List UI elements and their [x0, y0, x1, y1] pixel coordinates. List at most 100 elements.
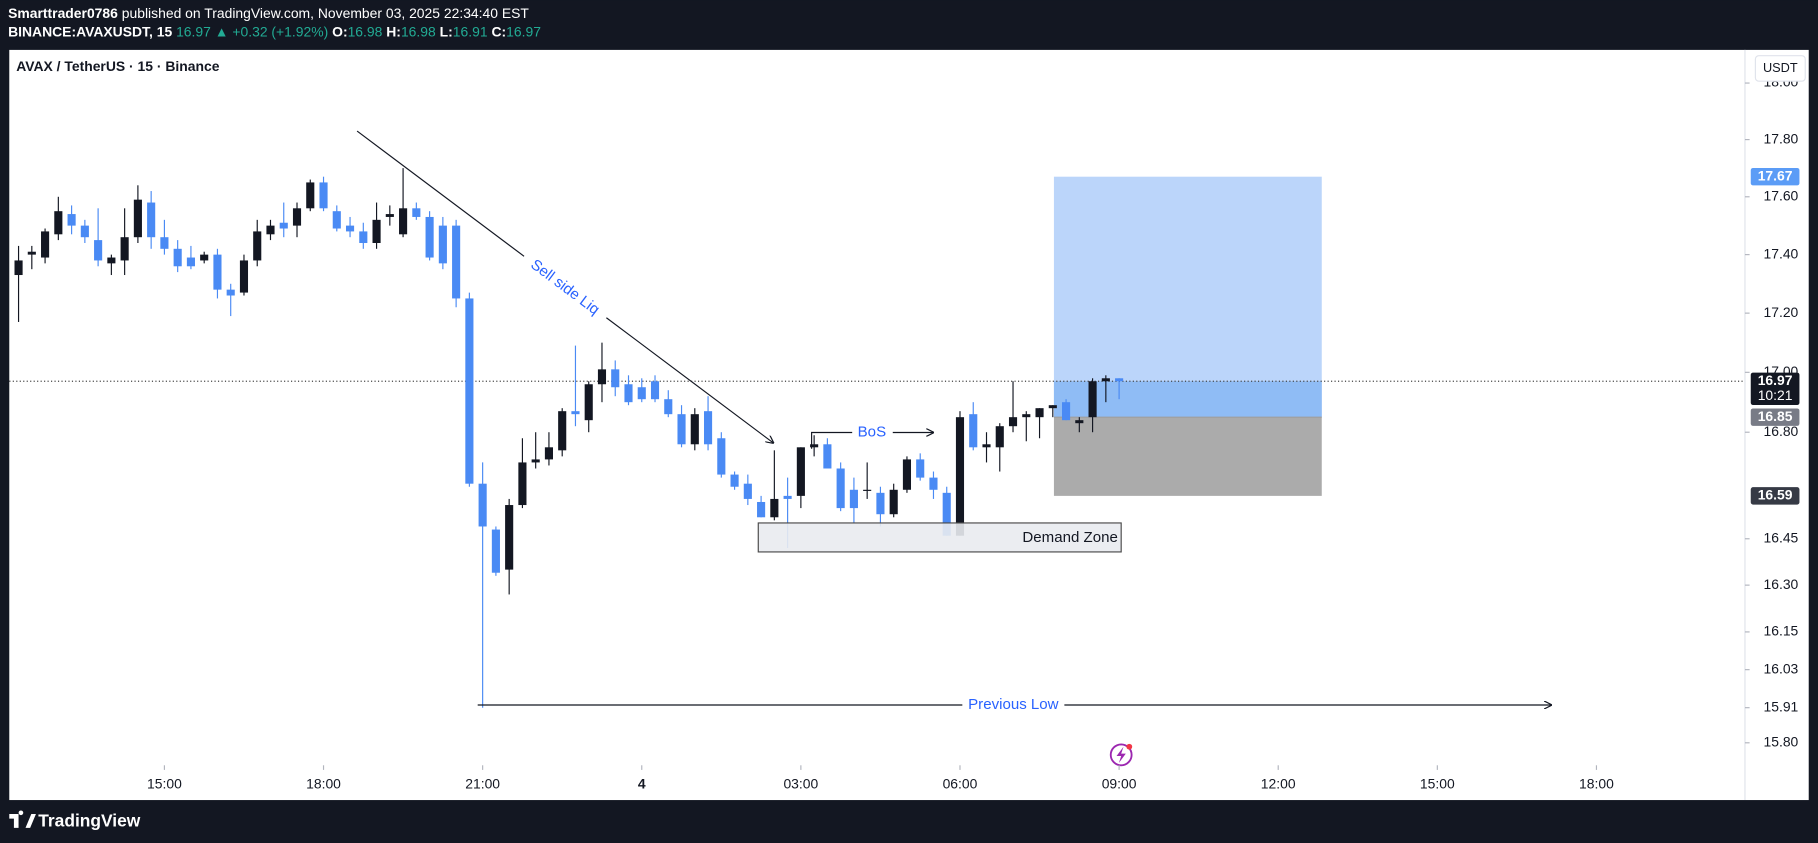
y-tick-label: 16.03 — [1763, 660, 1798, 676]
candle-body — [1062, 402, 1071, 421]
brand-logo — [9, 810, 36, 828]
candle-body — [385, 214, 394, 217]
y-tick-label: 16.80 — [1763, 423, 1798, 439]
candle-body — [147, 202, 156, 238]
event-icon[interactable] — [1109, 743, 1133, 767]
candle-body — [27, 251, 36, 255]
candle-body — [491, 529, 500, 573]
candle-body — [239, 260, 249, 293]
entry-tag: 16.85 — [1758, 408, 1793, 424]
chart-panel — [9, 49, 1809, 801]
candle-body — [1048, 405, 1057, 409]
candle-body — [650, 381, 660, 400]
y-tick-label: 16.15 — [1763, 623, 1798, 639]
candle-body — [14, 260, 23, 276]
open-profit-zone — [1053, 381, 1322, 418]
candle-body — [160, 237, 169, 249]
footer: TradingView — [9, 810, 141, 831]
x-tick-label: 4 — [638, 776, 646, 792]
candle-body — [94, 240, 103, 261]
candle-body — [359, 231, 368, 244]
plot — [9, 168, 1745, 708]
candle-body — [969, 414, 978, 448]
candle-body — [1035, 408, 1044, 418]
candle-body — [929, 477, 938, 490]
candle-body — [942, 492, 951, 536]
candle-body — [703, 411, 713, 445]
header-line-2: BINANCE:AVAXUSDT, 15 16.97 ▲ +0.32 (+1.9… — [8, 23, 541, 39]
candle-body — [412, 208, 421, 217]
candle-body — [478, 483, 487, 527]
candle-body — [438, 225, 447, 264]
x-tick-label: 15:00 — [1420, 776, 1455, 792]
candle-body — [41, 231, 50, 258]
candle-body — [889, 489, 898, 515]
stop-tag-bg — [1750, 487, 1800, 505]
candle-body — [332, 211, 341, 229]
entry-tag-bg — [1750, 408, 1800, 426]
x-tick-label: 03:00 — [783, 776, 818, 792]
trend-line — [606, 317, 773, 443]
y-tick-label: 15.91 — [1763, 698, 1798, 714]
stop-tag: 16.59 — [1758, 487, 1793, 503]
candle-body — [810, 444, 819, 448]
stop-zone — [1053, 417, 1322, 496]
candle-body — [783, 495, 792, 499]
candle-body — [306, 182, 315, 209]
candle-body — [571, 411, 580, 415]
candle-body — [518, 462, 527, 506]
candle-body — [1115, 378, 1124, 382]
ohlc-key: O: — [332, 23, 347, 39]
candle-body — [677, 414, 686, 445]
candle-body — [200, 254, 209, 261]
y-tick-label: 16.45 — [1763, 529, 1798, 545]
trend-line — [356, 130, 525, 257]
y-tick-label: 17.20 — [1763, 304, 1798, 320]
ohlc-value: 16.97 — [506, 23, 541, 39]
ohlc-value: 16.98 — [401, 23, 436, 39]
candle-body — [345, 225, 355, 232]
candle-body — [544, 447, 553, 460]
target-zone — [1053, 176, 1322, 418]
brand-name: TradingView — [38, 811, 141, 831]
candle-body — [279, 222, 288, 229]
demand-zone — [757, 522, 1122, 553]
candle-body — [836, 468, 845, 509]
candle-body — [730, 474, 739, 487]
y-tick-label: 16.30 — [1763, 576, 1798, 592]
last-price: 16.97 — [176, 23, 211, 39]
candle-body — [916, 459, 925, 478]
event-dot — [1126, 743, 1133, 750]
x-tick-label: 06:00 — [943, 776, 978, 792]
candle-body — [399, 208, 408, 235]
previous-low-label: Previous Low — [968, 696, 1059, 713]
y-tick-label: 17.80 — [1763, 130, 1798, 146]
ohlc-key: L: — [440, 23, 453, 39]
event-icon-bolt — [1116, 746, 1126, 763]
candle-body — [796, 447, 805, 496]
candle-body — [253, 231, 262, 261]
x-tick-label: 12:00 — [1261, 776, 1296, 792]
candle-body — [465, 298, 474, 484]
candle-body — [213, 254, 222, 290]
currency-label: USDT — [1763, 60, 1798, 75]
candle-body — [982, 444, 991, 448]
candle-body — [186, 257, 195, 267]
candle-body — [319, 182, 328, 209]
bos-label: BoS — [858, 423, 886, 440]
header-line-1: Smarttrader0786 published on TradingView… — [8, 5, 529, 21]
candle-body — [80, 225, 89, 238]
x-tick-label: 18:00 — [1579, 776, 1614, 792]
ohlc-key: C: — [491, 23, 506, 39]
target-tag-bg — [1750, 168, 1800, 186]
candle-body — [1022, 414, 1031, 418]
countdown: 10:21 — [1758, 387, 1793, 403]
y-tick-label: 17.60 — [1763, 187, 1798, 203]
candle-body — [637, 387, 646, 400]
candle-body — [452, 225, 461, 299]
candle-body — [955, 417, 965, 536]
currency-button[interactable] — [1754, 55, 1806, 82]
candle-body — [611, 369, 620, 388]
